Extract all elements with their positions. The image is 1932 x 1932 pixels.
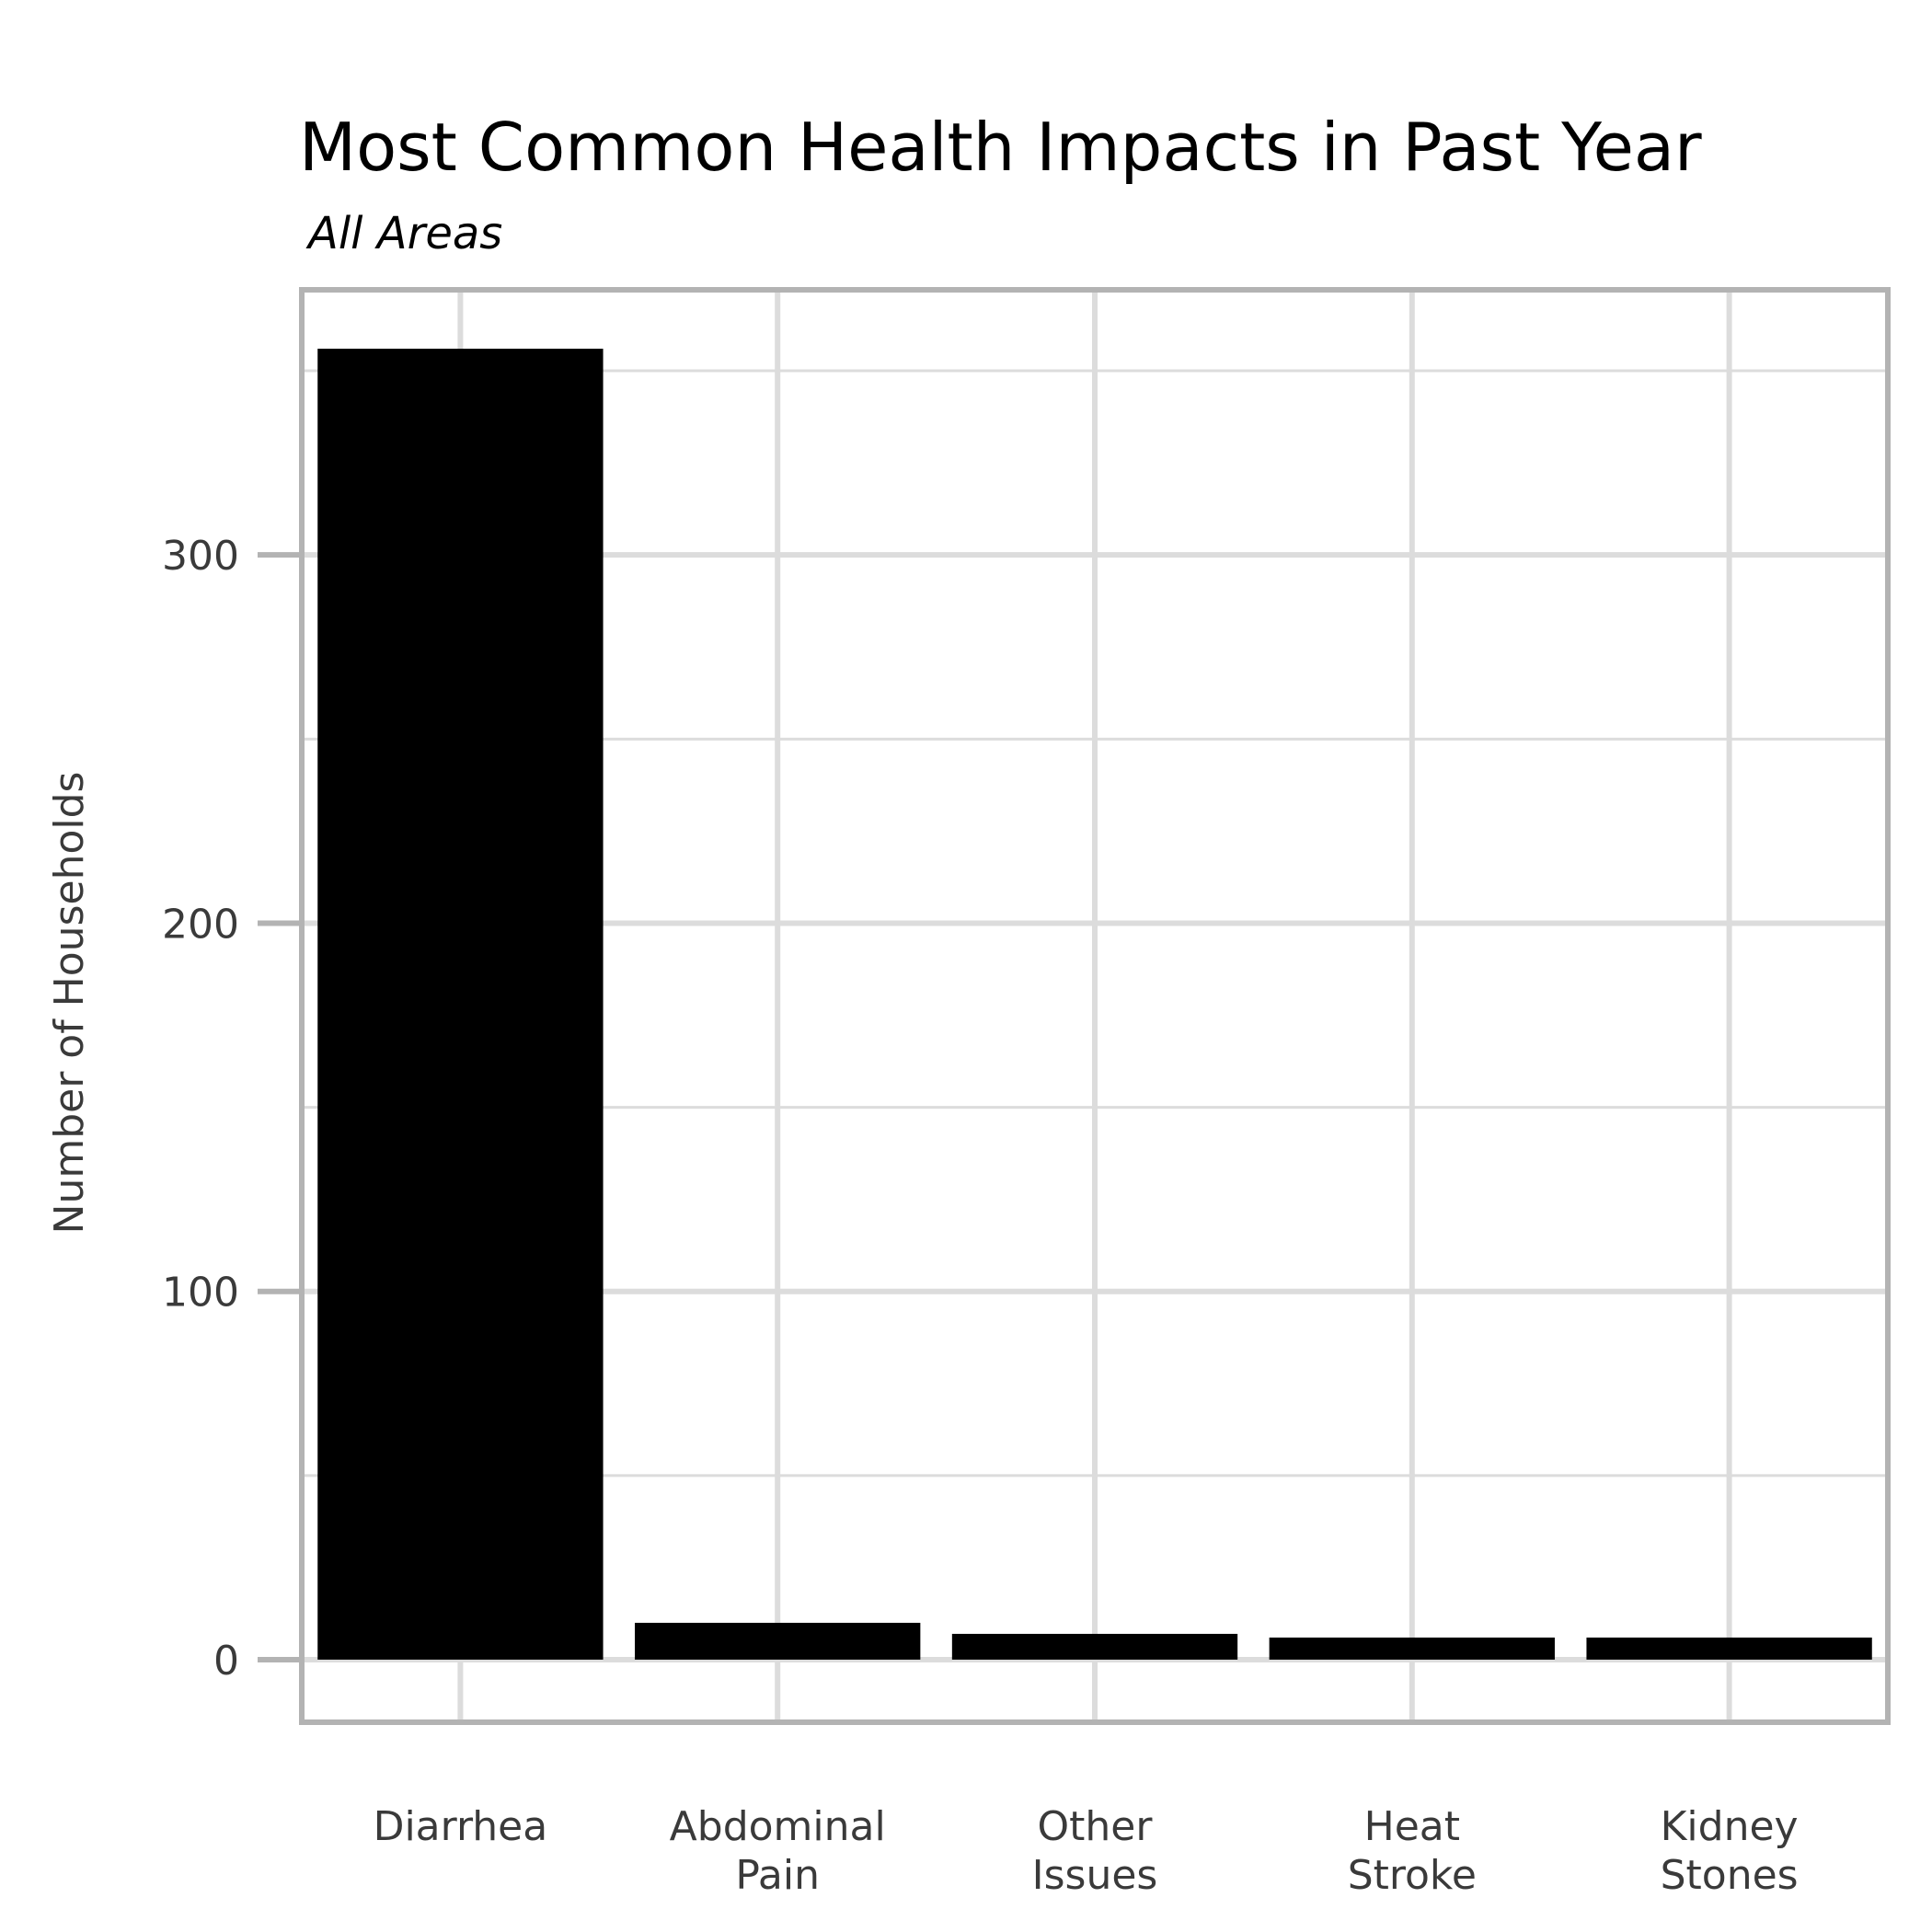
x-tick-label-line: Pain (735, 1852, 820, 1899)
x-tick-label-line: Heat (1364, 1803, 1460, 1850)
x-tick-label-line: Issues (1032, 1852, 1158, 1899)
y-axis-label: Number of Households (46, 772, 93, 1235)
y-tick-label: 0 (213, 1638, 239, 1685)
bar (951, 1633, 1238, 1660)
bar (635, 1622, 921, 1660)
x-tick-label-line: Diarrhea (374, 1803, 548, 1850)
x-tick-label-line: Abdominal (670, 1803, 886, 1850)
y-tick-label: 200 (162, 901, 239, 948)
x-tick-label-line: Other (1038, 1803, 1154, 1850)
bar (1586, 1637, 1872, 1660)
y-tick-label: 100 (162, 1270, 239, 1317)
y-tick-label: 300 (162, 533, 239, 580)
x-tick-label-line: Stones (1661, 1852, 1799, 1899)
x-tick-label-line: Kidney (1661, 1803, 1799, 1850)
chart-subtitle: All Areas (305, 208, 502, 259)
x-tick-label: Other Issues (1032, 1803, 1158, 1899)
chart-title: Most Common Health Impacts in Past Year (299, 109, 1702, 186)
x-tick-label: Kidney Stones (1661, 1803, 1799, 1899)
x-tick-label: Heat Stroke (1348, 1803, 1477, 1899)
y-axis: 0 100 200 300 (162, 533, 302, 1685)
bar (1269, 1637, 1555, 1660)
x-tick-label-line: Stroke (1348, 1852, 1477, 1899)
bar (317, 349, 604, 1660)
x-tick-label: Diarrhea (374, 1803, 548, 1850)
x-tick-label: Abdominal Pain (670, 1803, 886, 1899)
bars (317, 349, 1872, 1660)
plot-frame (299, 287, 1891, 1725)
x-axis: Diarrhea Abdominal Pain Other Issues Heat Stro… (374, 1803, 1799, 1899)
